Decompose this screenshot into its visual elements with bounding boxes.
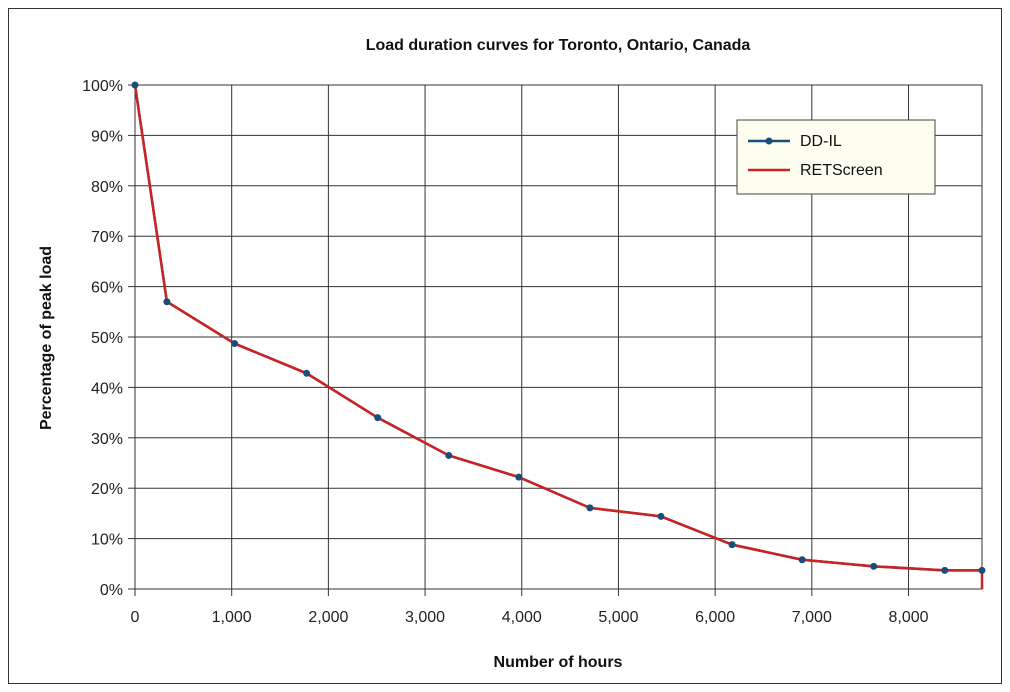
- data-point: [231, 340, 239, 348]
- x-tick-label: 1,000: [212, 609, 252, 626]
- legend-box: [736, 119, 936, 195]
- chart-title: Load duration curves for Toronto, Ontari…: [366, 37, 751, 54]
- legend: DD-IL RETScreen: [736, 119, 936, 195]
- x-tick-label: 4,000: [502, 609, 542, 626]
- data-point: [728, 541, 736, 549]
- data-point: [978, 566, 986, 574]
- data-point: [163, 298, 171, 306]
- x-tick-label: 2,000: [308, 609, 348, 626]
- legend-label: DD-IL: [800, 133, 842, 150]
- x-tick-label: 6,000: [695, 609, 735, 626]
- data-point: [798, 556, 806, 564]
- x-axis-label: Number of hours: [494, 654, 623, 671]
- x-tick-label: 8,000: [888, 609, 928, 626]
- x-tick-label: 5,000: [598, 609, 638, 626]
- x-tick-label: 3,000: [405, 609, 445, 626]
- data-point: [870, 562, 878, 570]
- y-tick-label: 80%: [91, 179, 123, 196]
- data-point: [657, 512, 665, 520]
- data-point: [586, 504, 594, 512]
- y-tick-label: 0%: [100, 582, 123, 599]
- y-axis-ticks: 0% 10% 20% 30% 40% 50% 60% 70% 80% 90% 100%: [82, 78, 135, 599]
- data-point: [445, 451, 453, 459]
- y-tick-label: 100%: [82, 78, 123, 95]
- legend-marker: [765, 137, 773, 145]
- y-tick-label: 40%: [91, 380, 123, 397]
- y-tick-label: 50%: [91, 330, 123, 347]
- data-point: [374, 414, 382, 422]
- x-tick-label: 7,000: [792, 609, 832, 626]
- y-tick-label: 30%: [91, 431, 123, 448]
- data-point: [941, 566, 949, 574]
- y-tick-label: 60%: [91, 280, 123, 297]
- data-point: [515, 473, 523, 481]
- data-point: [131, 81, 139, 89]
- series-layer: [131, 81, 986, 589]
- y-tick-label: 70%: [91, 229, 123, 246]
- y-axis-label: Percentage of peak load: [38, 246, 55, 430]
- legend-label: RETScreen: [800, 162, 883, 179]
- y-tick-label: 10%: [91, 532, 123, 549]
- y-tick-label: 20%: [91, 481, 123, 498]
- x-axis-ticks: 0 1,000 2,000 3,000 4,000 5,000 6,000 7,000 8,00…: [131, 589, 929, 626]
- y-tick-label: 90%: [91, 128, 123, 145]
- x-tick-label: 0: [131, 609, 140, 626]
- data-point: [303, 369, 311, 377]
